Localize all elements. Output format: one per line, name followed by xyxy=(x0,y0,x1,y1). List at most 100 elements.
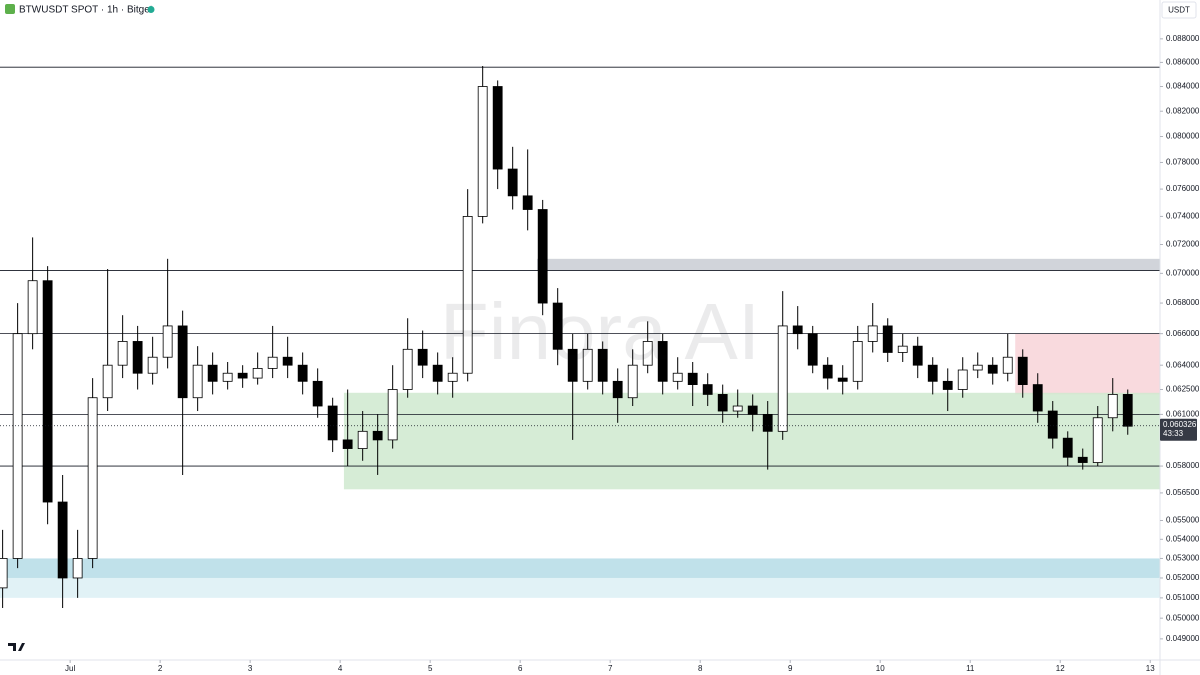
y-tick-label: 0.058000 xyxy=(1166,461,1200,470)
candle-body xyxy=(87,397,98,559)
x-tick-label: Jul xyxy=(65,664,75,673)
candle-body xyxy=(747,405,758,415)
candle-body xyxy=(972,364,983,371)
candle-body xyxy=(582,348,593,382)
y-tick-label: 0.086000 xyxy=(1166,58,1200,67)
candle-body xyxy=(537,209,548,304)
candle-body xyxy=(27,280,38,335)
candle-body xyxy=(12,333,23,559)
currency-label[interactable]: USDT xyxy=(1168,6,1190,15)
candle-body xyxy=(117,341,128,366)
last-price-box xyxy=(1160,418,1197,441)
y-tick-label: 0.054000 xyxy=(1166,534,1200,543)
y-tick-label: 0.068000 xyxy=(1166,298,1200,307)
y-tick-label: 0.053000 xyxy=(1166,554,1200,563)
x-tick-label: 9 xyxy=(788,664,793,673)
y-tick-label: 0.076000 xyxy=(1166,184,1200,193)
candle-body xyxy=(432,364,443,382)
candle-body xyxy=(612,380,623,399)
candle-body xyxy=(732,405,743,412)
candle-body xyxy=(387,389,398,441)
y-tick-label: 0.078000 xyxy=(1166,158,1200,167)
candle-body xyxy=(642,341,653,366)
candle-body xyxy=(147,356,158,374)
candle-body xyxy=(687,372,698,385)
candle-body xyxy=(297,364,308,382)
y-tick-label: 0.070000 xyxy=(1166,268,1200,277)
candle-body xyxy=(372,430,383,441)
candle-body xyxy=(1032,384,1043,412)
x-tick-label: 6 xyxy=(518,664,523,673)
candle-body xyxy=(57,501,68,579)
currency-button[interactable] xyxy=(1161,1,1197,19)
y-tick-label: 0.056500 xyxy=(1166,488,1200,497)
candle-body xyxy=(597,348,608,382)
x-tick-label: 12 xyxy=(1056,664,1065,673)
candle-body xyxy=(72,558,83,579)
candle-body xyxy=(1107,394,1118,419)
candle-body xyxy=(462,216,473,374)
plot-area xyxy=(0,65,1160,608)
candle-body xyxy=(672,372,683,382)
candle-body xyxy=(42,280,53,503)
candle-body xyxy=(1002,356,1013,374)
candle-body xyxy=(717,394,728,412)
zone xyxy=(0,558,1160,578)
candle-body xyxy=(267,356,278,369)
candle-body xyxy=(1077,456,1088,463)
candle-body xyxy=(222,372,233,382)
candle-body xyxy=(447,372,458,382)
candle-body xyxy=(342,439,353,449)
x-tick-label: 7 xyxy=(608,664,613,673)
countdown-label: 43:33 xyxy=(1163,429,1184,438)
candle-body xyxy=(162,325,173,358)
candle-body xyxy=(357,430,368,449)
tv-logo xyxy=(8,643,25,651)
candle-body xyxy=(822,364,833,379)
y-tick-label: 0.061000 xyxy=(1166,409,1200,418)
candle-body xyxy=(402,348,413,390)
candle-body xyxy=(837,377,848,382)
candle-body xyxy=(882,325,893,353)
candle-body xyxy=(507,168,518,197)
candle-body xyxy=(927,364,938,382)
candle-body xyxy=(852,341,863,382)
y-tick-label: 0.072000 xyxy=(1166,240,1200,249)
y-tick-label: 0.055000 xyxy=(1166,516,1200,525)
candle-body xyxy=(897,345,908,353)
candle-body xyxy=(957,369,968,390)
candle-body xyxy=(987,364,998,374)
y-tick-label: 0.049000 xyxy=(1166,634,1200,643)
y-tick-label: 0.051000 xyxy=(1166,593,1200,602)
candle-body xyxy=(657,341,668,382)
candle-body xyxy=(1017,356,1028,385)
x-tick-label: 2 xyxy=(158,664,163,673)
status-dot xyxy=(147,6,155,13)
exchange-icon xyxy=(5,4,15,14)
candle-body xyxy=(0,558,8,589)
zone xyxy=(537,258,1160,271)
x-tick-label: 3 xyxy=(248,664,253,673)
candle-body xyxy=(867,325,878,342)
candle-body xyxy=(132,341,143,374)
symbol-title: BTWUSDT SPOT · 1h · Bitget xyxy=(19,5,153,16)
y-tick-label: 0.082000 xyxy=(1166,106,1200,115)
candle-body xyxy=(282,356,293,366)
x-tick-label: 8 xyxy=(698,664,703,673)
y-tick-label: 0.074000 xyxy=(1166,212,1200,221)
watermark: Finora AI xyxy=(440,287,760,376)
x-tick-label: 10 xyxy=(876,664,885,673)
candle-body xyxy=(777,325,788,432)
candle-body xyxy=(327,405,338,441)
candle-body xyxy=(207,364,218,382)
candle-body xyxy=(552,302,563,350)
candle-body xyxy=(102,364,113,399)
candle-body xyxy=(1047,410,1058,439)
y-tick-label: 0.050000 xyxy=(1166,613,1200,622)
x-tick-label: 4 xyxy=(338,664,343,673)
candle-body xyxy=(522,195,533,210)
x-tick-label: 11 xyxy=(966,664,975,673)
candle-body xyxy=(942,380,953,390)
candle-body xyxy=(312,380,323,407)
